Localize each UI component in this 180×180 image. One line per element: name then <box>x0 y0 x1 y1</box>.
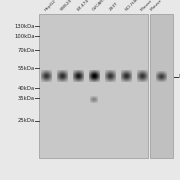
Bar <box>150 14 173 158</box>
Text: 70kDa: 70kDa <box>18 48 35 53</box>
Text: BT-474: BT-474 <box>76 0 90 12</box>
Text: 35kDa: 35kDa <box>18 96 35 101</box>
Text: Mouse spleen: Mouse spleen <box>140 0 164 12</box>
Text: PSMC2: PSMC2 <box>179 74 180 79</box>
Text: 293T: 293T <box>108 1 119 12</box>
Text: NCI-H460: NCI-H460 <box>124 0 142 12</box>
Text: 40kDa: 40kDa <box>18 86 35 91</box>
Text: 130kDa: 130kDa <box>14 24 35 29</box>
Text: OVCAR3: OVCAR3 <box>92 0 108 12</box>
Text: 25kDa: 25kDa <box>18 118 35 123</box>
Bar <box>39 14 148 158</box>
Text: Mouse brain: Mouse brain <box>150 0 172 12</box>
Text: 55kDa: 55kDa <box>18 66 35 71</box>
Text: 100kDa: 100kDa <box>14 33 35 39</box>
Text: SW620: SW620 <box>60 0 74 12</box>
Text: HepG2: HepG2 <box>44 0 57 12</box>
